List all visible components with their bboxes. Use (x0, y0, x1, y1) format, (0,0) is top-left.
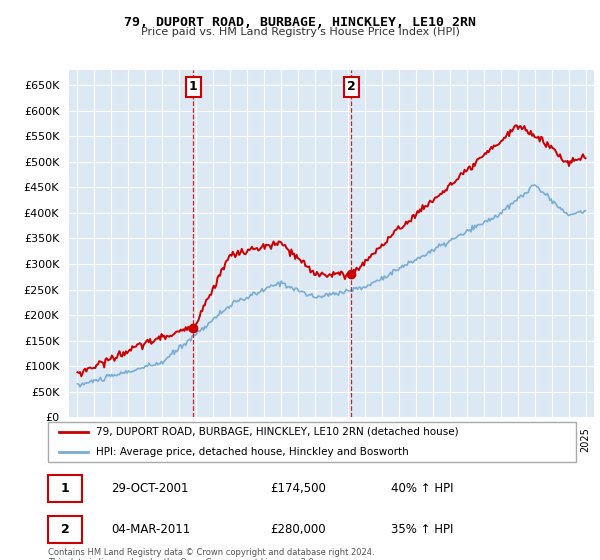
Text: 79, DUPORT ROAD, BURBAGE, HINCKLEY, LE10 2RN (detached house): 79, DUPORT ROAD, BURBAGE, HINCKLEY, LE10… (95, 427, 458, 437)
Text: 79, DUPORT ROAD, BURBAGE, HINCKLEY, LE10 2RN: 79, DUPORT ROAD, BURBAGE, HINCKLEY, LE10… (124, 16, 476, 29)
Text: Price paid vs. HM Land Registry's House Price Index (HPI): Price paid vs. HM Land Registry's House … (140, 27, 460, 37)
Text: £174,500: £174,500 (270, 482, 326, 495)
Text: HPI: Average price, detached house, Hinckley and Bosworth: HPI: Average price, detached house, Hinc… (95, 447, 408, 457)
Text: £280,000: £280,000 (270, 523, 325, 536)
FancyBboxPatch shape (48, 516, 82, 543)
FancyBboxPatch shape (48, 422, 576, 462)
Text: 1: 1 (189, 81, 197, 94)
Text: 35% ↑ HPI: 35% ↑ HPI (391, 523, 454, 536)
FancyBboxPatch shape (48, 475, 82, 502)
Text: 40% ↑ HPI: 40% ↑ HPI (391, 482, 454, 495)
Text: 2: 2 (61, 523, 69, 536)
Text: 1: 1 (61, 482, 69, 495)
Text: Contains HM Land Registry data © Crown copyright and database right 2024.
This d: Contains HM Land Registry data © Crown c… (48, 548, 374, 560)
Text: 29-OCT-2001: 29-OCT-2001 (112, 482, 189, 495)
Text: 04-MAR-2011: 04-MAR-2011 (112, 523, 191, 536)
Text: 2: 2 (347, 81, 356, 94)
